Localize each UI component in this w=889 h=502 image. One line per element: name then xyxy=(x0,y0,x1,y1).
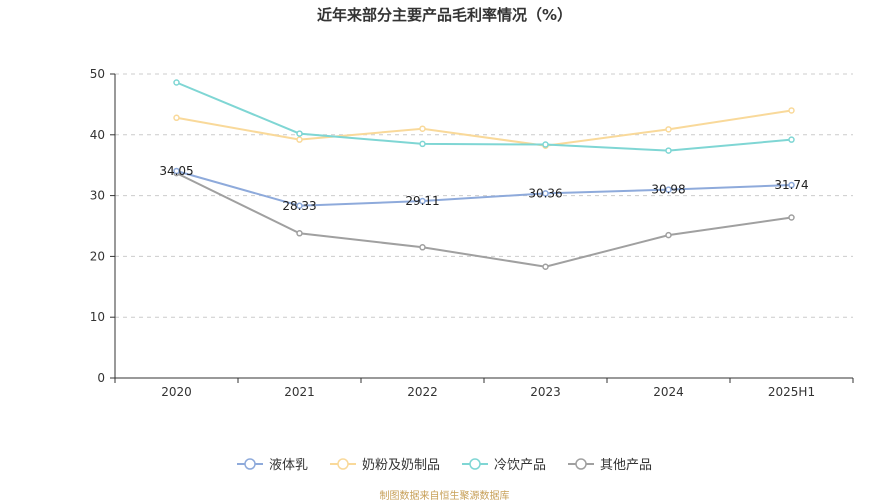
data-source-note: 制图数据来自恒生聚源数据库 xyxy=(379,491,510,502)
y-tick-label: 40 xyxy=(90,128,105,142)
data-point xyxy=(542,141,549,148)
data-point xyxy=(419,125,426,132)
data-point xyxy=(173,114,180,122)
data-label: 28.33 xyxy=(282,199,316,213)
series-0: 34.05 28.33 29.11 30.36 30.98 31.74 xyxy=(159,164,808,213)
x-tick-label: 2020 xyxy=(161,385,192,399)
legend-marker-icon xyxy=(329,457,356,470)
data-label: 30.98 xyxy=(651,183,685,197)
data-point xyxy=(296,130,303,137)
x-tick-label: 2024 xyxy=(653,385,684,399)
series-3 xyxy=(173,169,795,270)
chart-legend: 液体乳 奶粉及奶制品 冷饮产品 其他产品 xyxy=(0,454,889,473)
y-tick-label: 30 xyxy=(90,189,105,203)
data-label: 29.11 xyxy=(405,194,439,208)
data-point xyxy=(296,202,303,210)
legend-marker-icon xyxy=(568,457,595,470)
data-point xyxy=(665,231,672,239)
x-tick-label: 2023 xyxy=(530,385,561,399)
data-point xyxy=(296,230,303,237)
data-point xyxy=(173,79,180,86)
data-label: 34.05 xyxy=(159,164,193,178)
data-point xyxy=(665,186,672,193)
legend-label: 液体乳 xyxy=(268,458,308,473)
legend-item[interactable]: 冷饮产品 xyxy=(462,454,546,473)
data-point xyxy=(788,107,795,114)
data-label: 30.36 xyxy=(528,186,562,200)
series-line xyxy=(176,172,792,268)
series-2 xyxy=(173,79,795,154)
data-point xyxy=(788,214,795,221)
legend-item[interactable]: 液体乳 xyxy=(236,454,308,473)
data-point xyxy=(665,126,672,133)
y-tick-label: 20 xyxy=(90,249,105,263)
legend-label: 奶粉及奶制品 xyxy=(361,458,440,473)
data-point xyxy=(173,167,180,175)
legend-item[interactable]: 奶粉及奶制品 xyxy=(329,454,440,473)
y-tick-label: 0 xyxy=(97,371,105,385)
data-point xyxy=(419,244,426,251)
data-label: 31.74 xyxy=(774,178,808,192)
legend-marker-icon xyxy=(236,457,263,470)
series-1 xyxy=(173,107,795,149)
data-point xyxy=(296,136,303,143)
legend-label: 冷饮产品 xyxy=(494,458,547,473)
x-tick-label: 2025H1 xyxy=(768,385,815,399)
series-line xyxy=(176,81,792,152)
legend-marker-icon xyxy=(462,457,488,470)
series-line xyxy=(176,170,792,207)
data-point xyxy=(788,181,795,189)
x-tick-label: 2022 xyxy=(407,385,438,399)
chart-title: 近年来部分主要产品毛利率情况（%） xyxy=(316,6,573,24)
series-line xyxy=(176,109,792,147)
data-point xyxy=(542,190,549,197)
data-point xyxy=(419,140,426,148)
legend-item[interactable]: 其他产品 xyxy=(568,454,652,473)
data-point xyxy=(419,197,426,205)
y-tick-label: 50 xyxy=(90,67,105,81)
legend-label: 其他产品 xyxy=(600,458,653,473)
x-tick-label: 2021 xyxy=(284,385,315,399)
y-tick-label: 10 xyxy=(90,310,105,324)
data-point xyxy=(665,147,672,154)
data-point xyxy=(542,263,549,270)
data-point xyxy=(788,136,795,143)
